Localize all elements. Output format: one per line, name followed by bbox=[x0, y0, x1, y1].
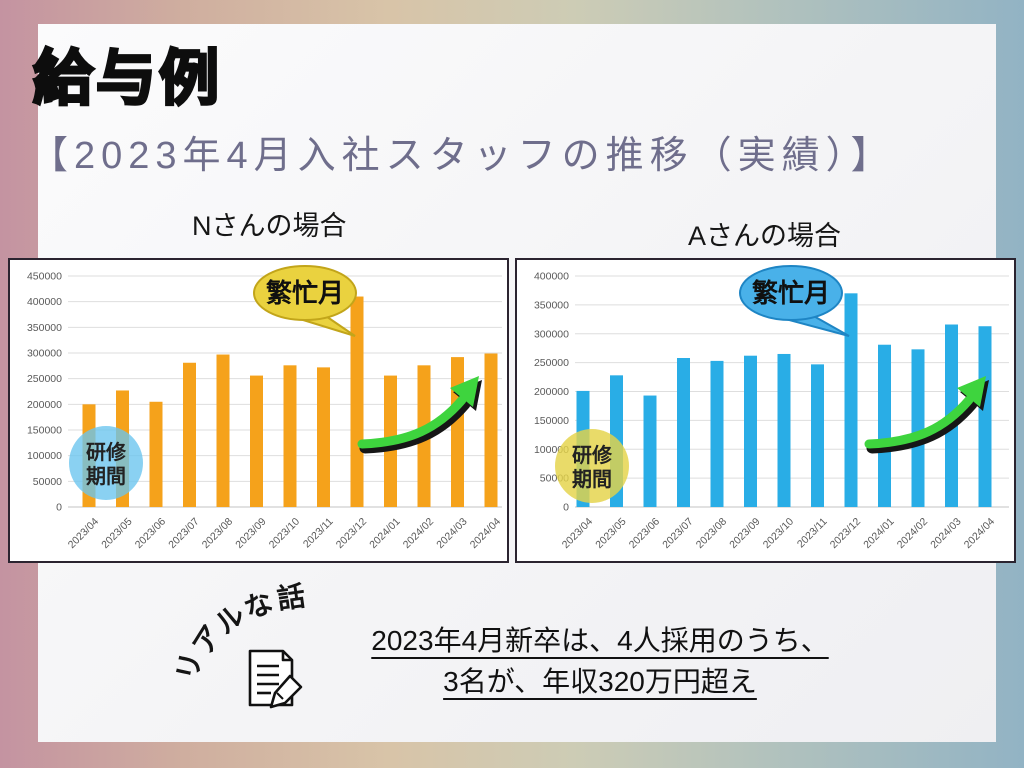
chart-title-n-san: Nさんの場合 bbox=[192, 211, 347, 241]
y-tick-label: 150000 bbox=[534, 415, 569, 427]
bar-2023/06 bbox=[643, 395, 657, 507]
note-line-2: 3名が、年収320万円超え bbox=[443, 666, 757, 697]
x-tick-label: 2023/09 bbox=[233, 516, 268, 551]
bar-2023/08 bbox=[710, 360, 724, 507]
x-axis-labels: 2023/042023/052023/062023/072023/082023/… bbox=[66, 516, 503, 551]
bar-chart-a-san: 0500001000001500002000002500003000003500… bbox=[534, 265, 1009, 551]
bar-2023/10 bbox=[777, 353, 791, 507]
y-tick-label: 350000 bbox=[27, 322, 62, 334]
bar-2023/09 bbox=[250, 375, 263, 507]
x-tick-label: 2024/03 bbox=[928, 516, 963, 551]
x-tick-label: 2023/04 bbox=[560, 516, 595, 551]
svg-text:繁忙月: 繁忙月 bbox=[266, 278, 344, 308]
x-tick-label: 2023/11 bbox=[301, 516, 336, 551]
chart-n-san: 0 50000 100000 150000 200000 250000 300000 3500… bbox=[8, 258, 509, 563]
x-axis-labels: 2023/042023/052023/062023/072023/082023/… bbox=[560, 516, 997, 551]
x-tick-label: 2023/08 bbox=[200, 516, 235, 551]
x-tick-label: 2023/10 bbox=[761, 516, 796, 551]
y-tick-label: 300000 bbox=[27, 348, 62, 360]
bar-2023/12 bbox=[844, 293, 858, 507]
y-tick-label: 100000 bbox=[27, 450, 62, 462]
busy-month-bubble: 繁忙月 bbox=[739, 265, 850, 337]
x-tick-label: 2023/09 bbox=[727, 516, 762, 551]
note-line-1: 2023年4月新卒は、4人採用のうち、 bbox=[371, 625, 829, 656]
bar-2024/04 bbox=[484, 353, 498, 507]
bar-2023/12 bbox=[350, 296, 364, 507]
bar-2023/08 bbox=[216, 354, 230, 507]
bar-2024/04 bbox=[978, 326, 992, 507]
x-tick-label: 2024/02 bbox=[895, 516, 930, 551]
bar-2024/02 bbox=[911, 349, 925, 507]
bar-2023/11 bbox=[317, 367, 330, 507]
x-tick-label: 2023/06 bbox=[627, 516, 662, 551]
growth-arrow bbox=[864, 376, 989, 454]
bar-2023/10 bbox=[283, 365, 297, 507]
y-tick-label: 0 bbox=[56, 502, 62, 514]
x-tick-label: 2023/07 bbox=[660, 516, 695, 551]
y-tick-label: 250000 bbox=[534, 357, 569, 369]
bar-2024/01 bbox=[878, 344, 891, 507]
x-tick-label: 2023/12 bbox=[334, 516, 369, 551]
y-tick-label: 350000 bbox=[534, 299, 569, 311]
busy-month-bubble: 繁忙月 bbox=[253, 265, 357, 337]
y-tick-label: 150000 bbox=[27, 425, 62, 437]
y-tick-label: 0 bbox=[563, 502, 569, 514]
note-arc-char: 話 bbox=[275, 580, 308, 615]
page-subtitle: 【2023年4月入社スタッフの推移（実績）】 bbox=[30, 135, 895, 177]
note-text: 2023年4月新卒は、4人採用のうち、 3名が、年収320万円超え bbox=[290, 620, 910, 702]
x-tick-label: 2024/01 bbox=[367, 516, 402, 551]
x-tick-label: 2024/03 bbox=[434, 516, 469, 551]
memo-pencil-icon bbox=[248, 649, 303, 709]
y-tick-label: 400000 bbox=[27, 296, 62, 308]
x-tick-label: 2023/05 bbox=[99, 516, 134, 551]
y-tick-label: 400000 bbox=[534, 271, 569, 283]
x-tick-label: 2023/11 bbox=[795, 516, 830, 551]
svg-text:研修: 研修 bbox=[572, 443, 613, 467]
x-tick-label: 2024/02 bbox=[401, 516, 436, 551]
page-title: 給与例 bbox=[32, 44, 222, 114]
x-tick-label: 2024/01 bbox=[861, 516, 896, 551]
y-tick-label: 450000 bbox=[27, 271, 62, 283]
x-tick-label: 2023/07 bbox=[166, 516, 201, 551]
y-tick-label: 50000 bbox=[33, 476, 62, 488]
bar-2023/11 bbox=[811, 364, 824, 507]
bars-group bbox=[576, 293, 992, 507]
y-tick-label: 200000 bbox=[534, 386, 569, 398]
x-tick-label: 2023/12 bbox=[828, 516, 863, 551]
x-tick-label: 2023/08 bbox=[694, 516, 729, 551]
chart-title-a-san: Aさんの場合 bbox=[688, 221, 842, 251]
svg-text:繁忙月: 繁忙月 bbox=[752, 278, 830, 308]
svg-text:研修: 研修 bbox=[86, 440, 127, 464]
x-tick-label: 2024/04 bbox=[962, 516, 997, 551]
svg-text:期間: 期間 bbox=[572, 468, 612, 491]
bars-group bbox=[82, 296, 498, 507]
y-tick-label: 250000 bbox=[27, 373, 62, 385]
y-axis-labels: 0 50000 100000 150000 200000 250000 300000 3500… bbox=[27, 271, 62, 514]
chart-a-san: 0 50000 100000 150000 200000 250000 300000 3500… bbox=[515, 258, 1016, 563]
y-tick-label: 200000 bbox=[27, 399, 62, 411]
bar-2024/03 bbox=[451, 357, 464, 507]
x-tick-label: 2023/05 bbox=[593, 516, 628, 551]
x-tick-label: 2023/06 bbox=[133, 516, 168, 551]
growth-arrow bbox=[357, 376, 482, 454]
y-tick-label: 300000 bbox=[534, 328, 569, 340]
bar-chart-n-san: 0 50000 100000 150000 200000 250000 300000 3500… bbox=[27, 265, 503, 551]
x-tick-label: 2023/10 bbox=[267, 516, 302, 551]
svg-text:期間: 期間 bbox=[86, 465, 126, 488]
bar-2023/07 bbox=[677, 358, 690, 507]
x-tick-label: 2024/04 bbox=[468, 516, 503, 551]
x-tick-label: 2023/04 bbox=[66, 516, 101, 551]
bar-2023/06 bbox=[149, 401, 163, 507]
bar-2023/07 bbox=[183, 362, 196, 507]
bar-2023/09 bbox=[744, 355, 757, 507]
